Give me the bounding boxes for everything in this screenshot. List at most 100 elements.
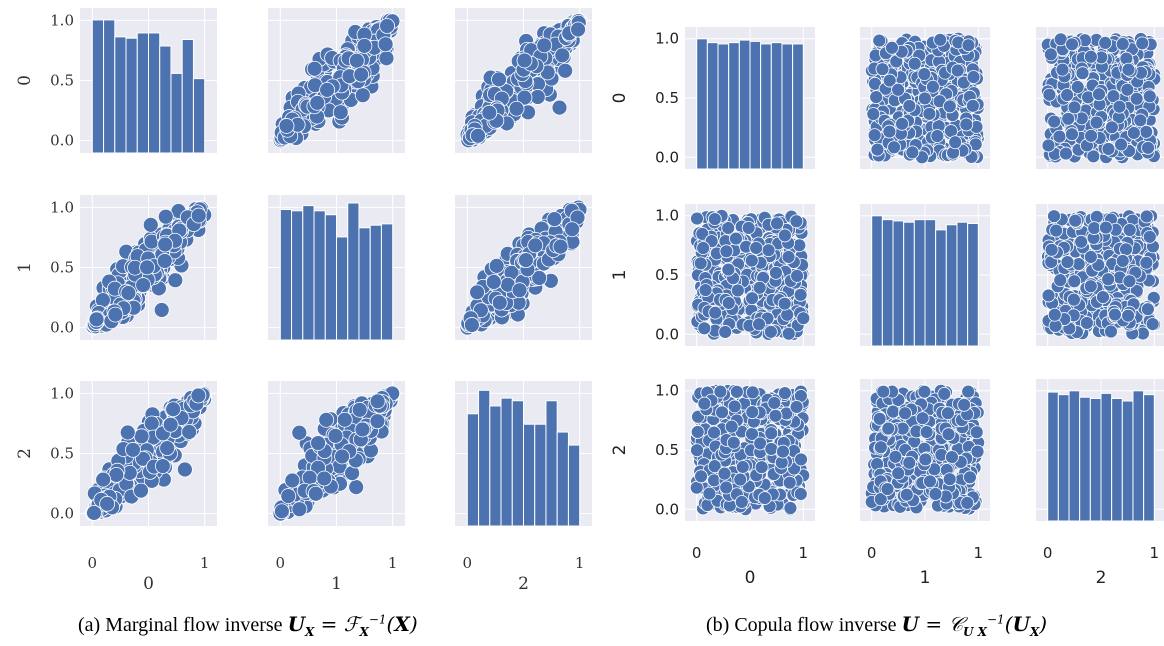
cell-a-1-1: [268, 195, 405, 341]
scatter-point: [1052, 129, 1067, 144]
y-tick-label: 0.5: [50, 72, 74, 90]
cell-b-1-1: [860, 204, 990, 347]
scatter-point: [1101, 272, 1116, 287]
histogram-bar: [192, 78, 206, 154]
figure-a-pairplot: 0.0 0.5 1.0 0 0.0 0.5 1.0 1 0.0 0.5 1.0 2 0 1 0 0 1 1 0 1 2: [15, 8, 592, 594]
scatter-point: [162, 416, 179, 433]
histogram-bar: [706, 42, 719, 170]
scatter-point: [902, 99, 917, 113]
scatter-point: [273, 503, 290, 520]
scatter-point: [1142, 89, 1157, 104]
histogram-bar: [380, 223, 394, 341]
y-tick-label: 0.0: [655, 148, 679, 166]
scatter-point: [752, 317, 766, 332]
x-tick-label: 0: [276, 554, 286, 572]
scatter-point: [694, 469, 708, 484]
scatter-point: [937, 386, 952, 401]
scatter-point: [941, 427, 956, 442]
scatter-point: [1067, 274, 1082, 289]
scatter-point: [1120, 82, 1135, 97]
scatter-point: [899, 487, 914, 502]
scatter-point: [882, 73, 897, 88]
scatter-point: [882, 124, 897, 139]
histogram-bar: [478, 389, 491, 527]
scatter-point: [917, 91, 932, 106]
scatter-point: [190, 207, 207, 224]
scatter-point: [729, 231, 743, 246]
scatter-point: [469, 284, 486, 301]
scatter-point: [491, 294, 508, 311]
scatter-point: [336, 411, 353, 428]
scatter-point: [316, 470, 333, 487]
scatter-point: [754, 460, 769, 475]
scatter-point: [318, 411, 335, 428]
y-tick-label: 0.5: [50, 259, 74, 277]
scatter-point: [757, 491, 772, 505]
scatter-point: [354, 421, 371, 438]
caption-b-formula: U = 𝒞U X−1(UX): [901, 612, 1048, 639]
y-variable-label: 2: [610, 445, 630, 456]
y-tick-label: 0.5: [655, 441, 679, 459]
scatter-point: [690, 211, 704, 226]
scatter-point: [873, 440, 888, 455]
scatter-point: [157, 208, 174, 225]
scatter-point: [133, 482, 149, 499]
scatter-point: [353, 66, 370, 83]
scatter-point: [107, 306, 124, 323]
x-variable-label: 1: [331, 574, 342, 594]
scatter-point: [926, 79, 940, 94]
histogram-bar: [291, 210, 304, 341]
scatter-point: [1104, 324, 1118, 339]
scatter-point: [557, 62, 574, 79]
scatter-point: [1059, 146, 1073, 161]
scatter-point: [570, 21, 586, 38]
scatter-point: [1060, 255, 1075, 269]
scatter-point: [1041, 288, 1056, 303]
scatter-point: [1121, 308, 1136, 323]
scatter-point: [377, 36, 394, 53]
scatter-point: [159, 440, 176, 457]
scatter-point: [752, 280, 767, 295]
scatter-point: [546, 211, 563, 228]
cell-b-1-0: [685, 204, 815, 346]
scatter-point: [770, 216, 784, 231]
scatter-point: [529, 89, 546, 105]
scatter-point: [730, 283, 745, 298]
scatter-point: [960, 495, 975, 510]
scatter-point: [1049, 223, 1064, 238]
scatter-point: [139, 259, 155, 276]
y-variable-label: 0: [610, 93, 630, 104]
histogram-bar: [892, 220, 905, 347]
x-tick-label: 1: [799, 544, 809, 562]
scatter-point: [891, 466, 906, 481]
histogram-bar: [159, 45, 172, 154]
scatter-point: [1053, 273, 1068, 288]
y-tick-label: 0.5: [655, 89, 679, 107]
scatter-point: [177, 461, 193, 478]
scatter-point: [789, 400, 804, 414]
scatter-point: [488, 257, 505, 274]
scatter-point: [690, 443, 704, 458]
histogram-bar: [781, 43, 794, 170]
histogram-bar: [728, 42, 740, 170]
x-variable-label: 0: [745, 568, 756, 588]
scatter-point: [745, 385, 760, 400]
y-tick-label: 1.0: [655, 30, 679, 48]
scatter-point: [1108, 307, 1122, 322]
scatter-point: [881, 421, 896, 436]
cell-a-1-0: [80, 195, 217, 340]
scatter-point: [135, 277, 152, 293]
y-variable-label: 2: [15, 448, 35, 459]
scatter-point: [717, 466, 732, 481]
histogram-bar: [324, 214, 337, 341]
y-tick-label: 0.0: [50, 132, 74, 150]
scatter-point: [1060, 88, 1075, 102]
x-variable-label: 2: [1096, 568, 1107, 588]
cell-a-2-2: [455, 381, 592, 527]
scatter-point: [970, 444, 985, 459]
scatter-point: [1041, 138, 1056, 153]
scatter-point: [769, 265, 783, 280]
y-tick-label: 0.5: [50, 445, 74, 463]
scatter-point: [516, 52, 533, 69]
histogram-bar: [1111, 397, 1123, 522]
